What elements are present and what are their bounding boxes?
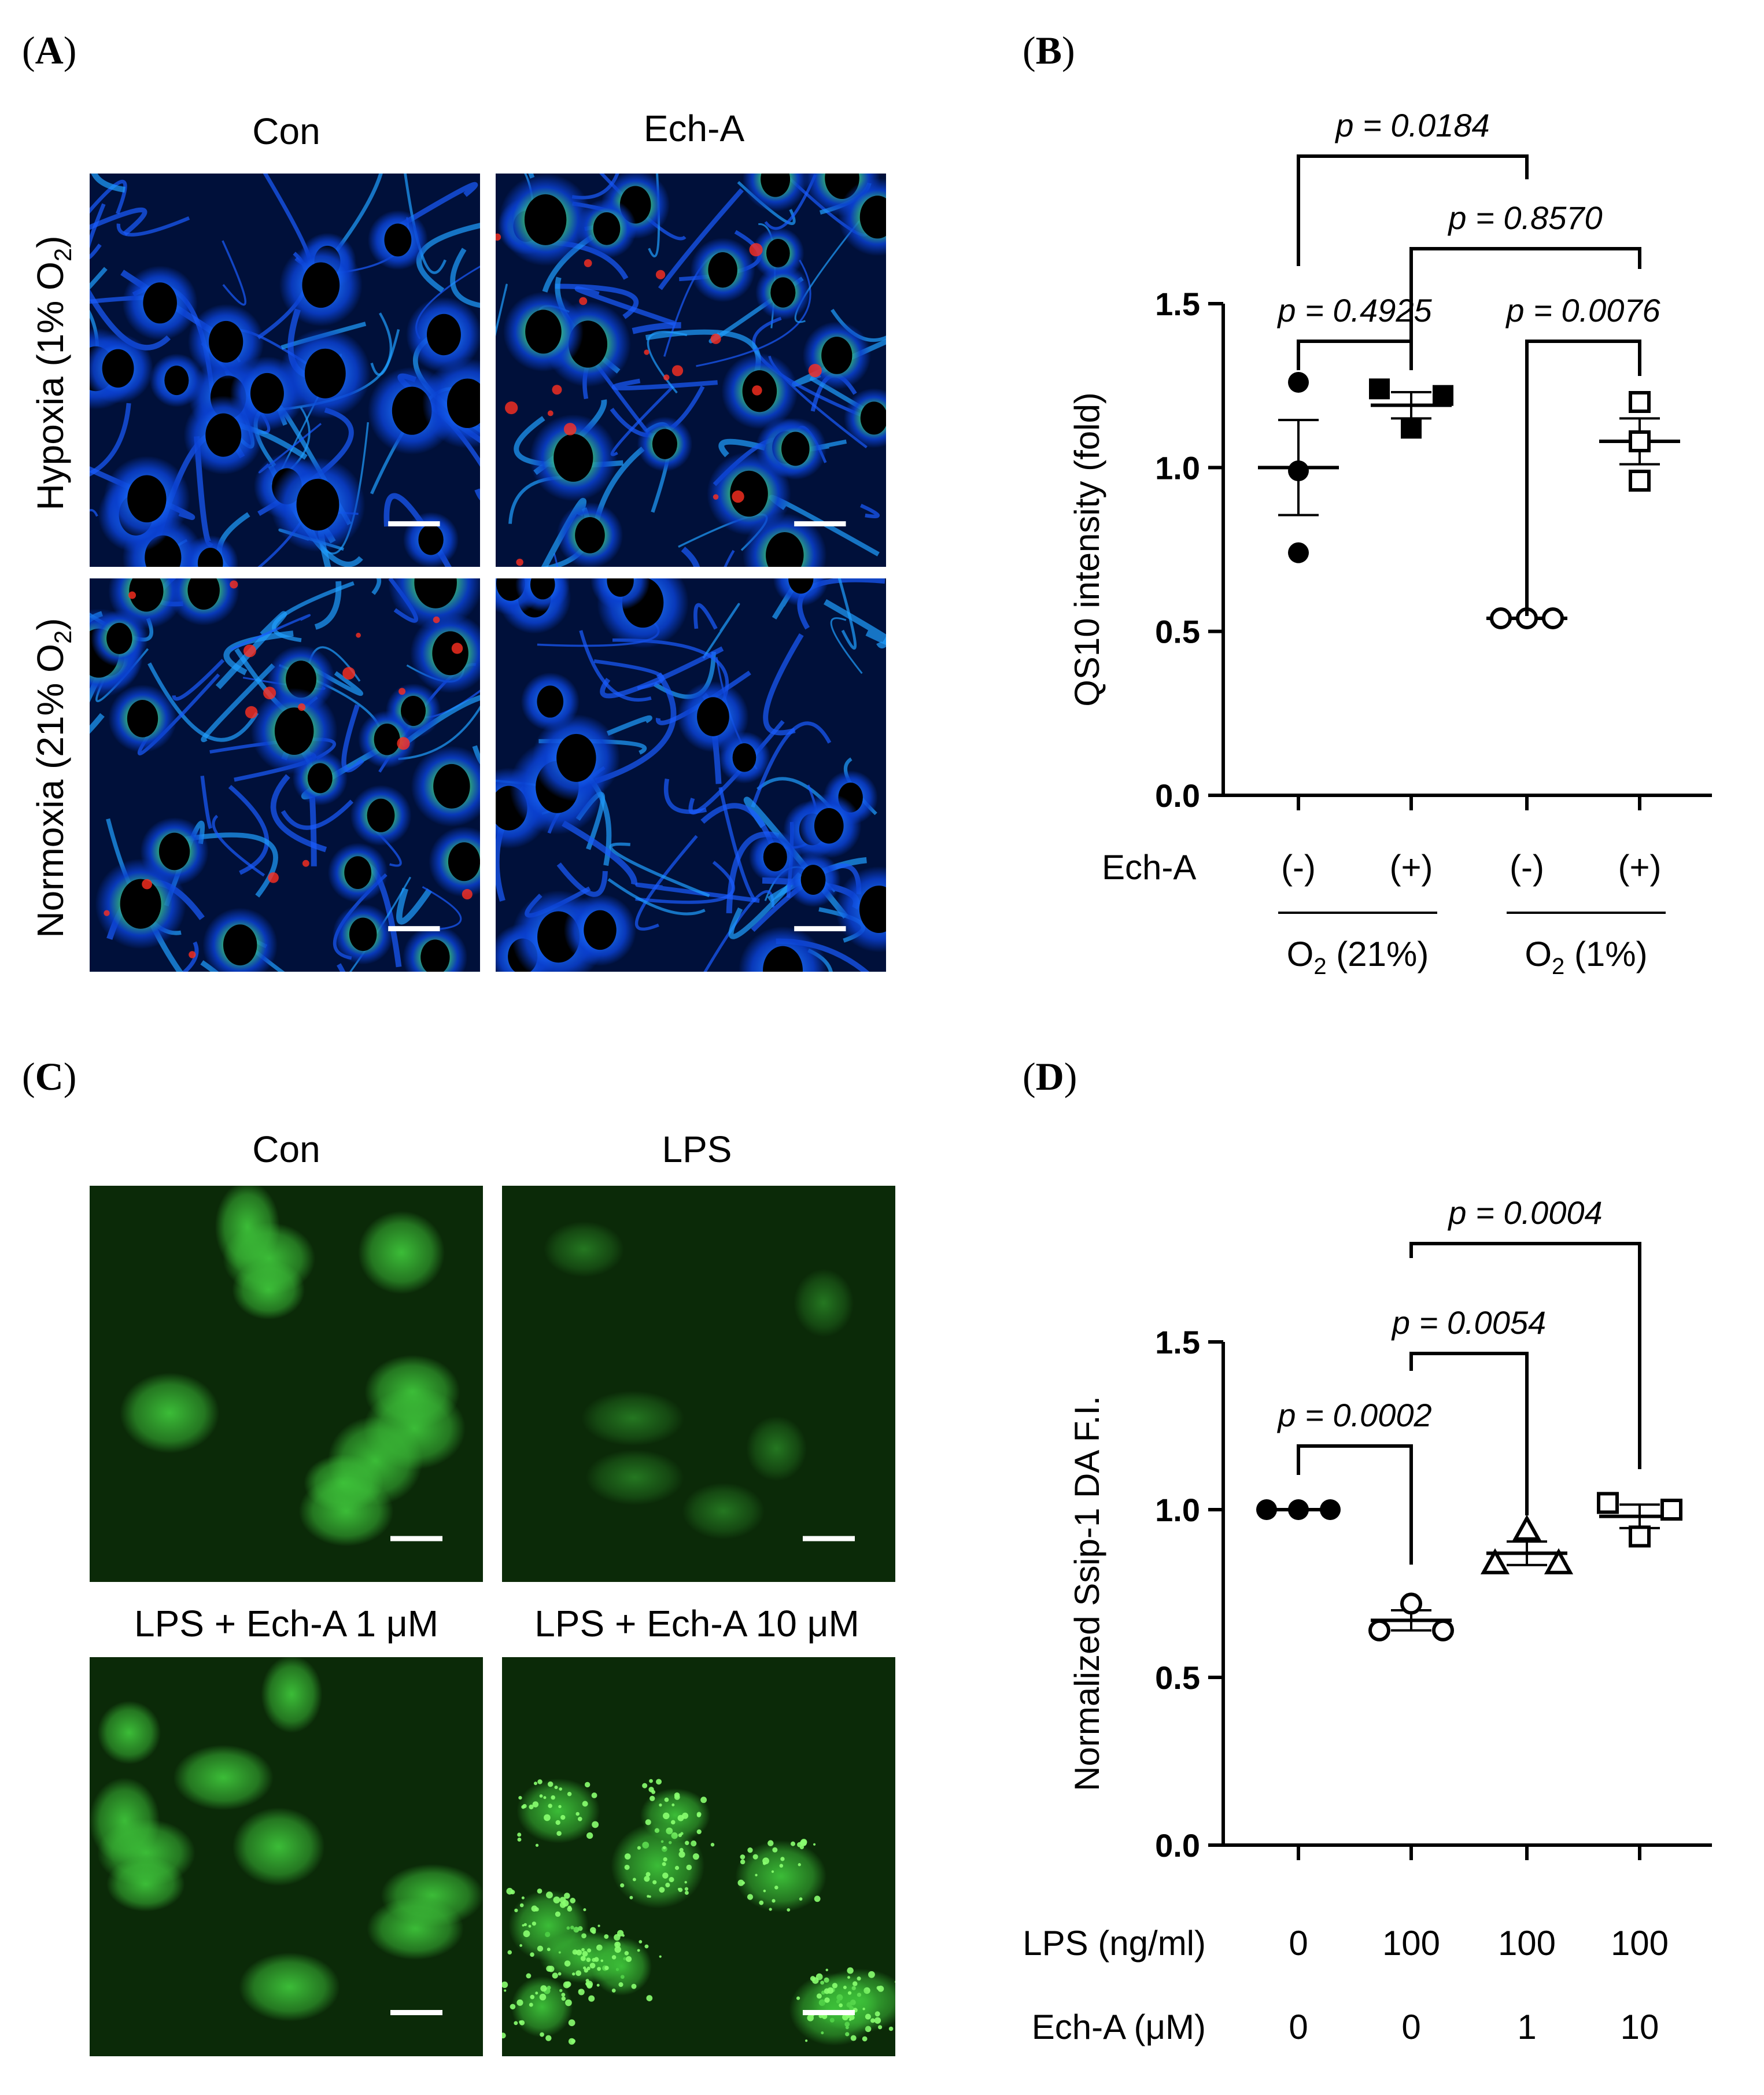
x-row-label: Ech-A (μM) [1032, 2008, 1206, 2046]
data-point [1400, 1592, 1422, 1615]
panel-letter-d: (D) [1023, 1054, 1077, 1098]
chart-d: 0.0 0.5 1.0 1.5 Normalized Ssip-1 DA F.I. p =… [1023, 1194, 1712, 2046]
significance-bracket [1297, 154, 1529, 266]
x-category-label: 0 [1289, 1924, 1308, 1963]
x-category-label: 1 [1517, 2008, 1536, 2046]
y-tick-label: 0.0 [1155, 1827, 1200, 1864]
y-tick-label: 0.5 [1155, 1659, 1200, 1696]
chart-b: 0.0 0.5 1.0 1.5 QS10 intensity (fold) p = 0.4… [1068, 107, 1712, 979]
micrograph-c-con [90, 1186, 483, 1582]
x-category-label: (-) [1510, 848, 1544, 887]
x-category-label: 100 [1382, 1924, 1440, 1963]
significance-bracket [1525, 340, 1641, 616]
data-point [1401, 418, 1422, 439]
y-tick-label: 1.5 [1155, 286, 1200, 322]
data-point [1288, 542, 1309, 563]
data-point [1480, 1548, 1510, 1574]
panel-a-row-label-hypoxia: Hypoxia (1% O2) [29, 235, 76, 511]
micrograph-c-lps [502, 1186, 895, 1582]
micrograph-a-hypoxia-con [90, 174, 480, 567]
panel-letter-a: (A) [22, 28, 77, 72]
data-point [1597, 1492, 1619, 1514]
panel-a-col-label-echa: Ech-A [643, 108, 745, 149]
x-row-label: Ech-A [1102, 848, 1196, 887]
data-point [1320, 1499, 1341, 1520]
data-point [1433, 385, 1453, 406]
x-category-label: 10 [1621, 2008, 1659, 2046]
data-point [1368, 1619, 1390, 1642]
micrograph-a-normoxia-con [90, 578, 480, 972]
scale-bar-icon [390, 1536, 442, 1541]
data-point [1369, 378, 1390, 400]
x-category-label: (-) [1281, 848, 1316, 887]
data-point [1660, 1499, 1682, 1521]
scale-bar-icon [794, 521, 846, 527]
panel-letter-b: (B) [1023, 28, 1075, 72]
p-value-label: p = 0.0004 [1447, 1194, 1602, 1231]
scale-bar-icon [388, 521, 440, 527]
x-category-label: 100 [1498, 1924, 1556, 1963]
data-point [1544, 1548, 1574, 1574]
significance-bracket [1297, 1444, 1413, 1565]
scale-bar-icon [794, 926, 846, 932]
x-category-label: (+) [1618, 848, 1662, 887]
significance-bracket [1297, 340, 1413, 370]
micrograph-a-normoxia-echa [496, 578, 886, 972]
micrograph-c-lps-echa-10 [502, 1657, 895, 2056]
significance-bracket [1409, 1352, 1529, 1515]
x-category-label: 0 [1289, 2008, 1308, 2046]
p-value-label: p = 0.8570 [1447, 200, 1602, 236]
group-label: O2 (1%) [1525, 935, 1647, 979]
y-tick-label: 1.5 [1155, 1324, 1200, 1360]
panel-c-label-lps-echa-10: LPS + Ech-A 10 μM [534, 1603, 859, 1644]
p-value-label: p = 0.0054 [1391, 1304, 1546, 1341]
micrograph-a-hypoxia-echa [496, 174, 886, 567]
data-point [1629, 430, 1651, 452]
panel-c-label-lps-echa-1: LPS + Ech-A 1 μM [134, 1603, 438, 1644]
x-category-label: (+) [1390, 848, 1433, 887]
y-tick-label: 0.0 [1155, 777, 1200, 814]
y-tick-label: 1.0 [1155, 449, 1200, 486]
y-axis-label: QS10 intensity (fold) [1068, 392, 1106, 707]
p-value-label: p = 0.0184 [1334, 107, 1489, 143]
significance-bracket [1409, 247, 1641, 341]
y-tick-label: 1.0 [1155, 1492, 1200, 1528]
p-value-label: p = 0.4925 [1276, 292, 1432, 329]
scale-bar-icon [388, 926, 440, 932]
data-point [1288, 1499, 1309, 1520]
data-point [1629, 1525, 1651, 1548]
data-point [1490, 607, 1512, 629]
x-category-label: 100 [1611, 1924, 1669, 1963]
data-point [1256, 1499, 1277, 1520]
y-axis-label: Normalized Ssip-1 DA F.I. [1068, 1396, 1106, 1791]
p-value-label: p = 0.0002 [1276, 1397, 1431, 1433]
y-tick-label: 0.5 [1155, 614, 1200, 650]
x-row-label: LPS (ng/ml) [1023, 1924, 1206, 1963]
scale-bar-icon [803, 1536, 855, 1541]
data-point [1288, 372, 1309, 393]
group-label: O2 (21%) [1287, 935, 1429, 979]
scale-bar-icon [803, 2010, 855, 2015]
panel-a-row-label-normoxia: Normoxia (21% O2) [29, 618, 76, 938]
panel-letter-c: (C) [22, 1054, 77, 1098]
x-category-label: 0 [1401, 2008, 1420, 2046]
scale-bar-icon [390, 2010, 442, 2015]
data-point [1629, 470, 1651, 492]
data-point [1288, 460, 1309, 481]
micrograph-c-lps-echa-1 [90, 1657, 483, 2056]
significance-bracket [1409, 1242, 1641, 1469]
p-value-label: p = 0.0076 [1505, 292, 1660, 329]
panel-c-col-label-lps: LPS [662, 1128, 732, 1170]
data-point [1432, 1619, 1454, 1642]
panel-a-col-label-con: Con [252, 110, 320, 152]
data-point [1512, 1514, 1542, 1541]
panel-c-col-label-con: Con [252, 1128, 320, 1170]
data-point [1629, 391, 1651, 413]
data-point [1542, 607, 1564, 629]
